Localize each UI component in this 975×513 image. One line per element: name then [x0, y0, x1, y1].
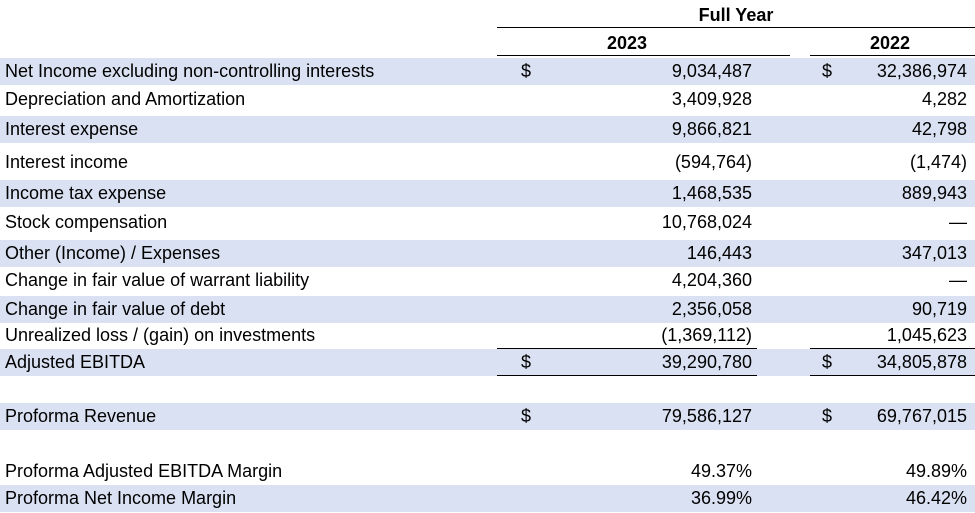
row-shading [0, 349, 975, 376]
row-label: Adjusted EBITDA [5, 352, 146, 372]
row-label: Proforma Net Income Margin [5, 488, 237, 508]
cell-value: 90,719 [911, 299, 967, 319]
total-rule [810, 348, 975, 349]
cell-value: 9,034,487 [671, 61, 752, 81]
currency-symbol: $ [521, 406, 532, 426]
cell-value: 46.42% [905, 488, 967, 508]
cell-value: 2,356,058 [671, 299, 752, 319]
cell-value: 9,866,821 [671, 119, 752, 139]
cell-value: — [949, 212, 967, 232]
currency-symbol: $ [822, 406, 833, 426]
cell-value: 49.37% [690, 461, 752, 481]
row-shading [0, 116, 975, 143]
row-shading [0, 403, 975, 430]
currency-symbol: $ [521, 61, 532, 81]
currency-symbol: $ [822, 352, 833, 372]
row-label: Net Income excluding non-controlling int… [5, 61, 375, 81]
row-label: Interest income [5, 152, 129, 172]
currency-symbol: $ [822, 61, 833, 81]
cell-value: 4,204,360 [671, 270, 752, 290]
cell-value: 79,586,127 [661, 406, 752, 426]
cell-value: 889,943 [901, 183, 967, 203]
cell-value: — [949, 270, 967, 290]
column-header: 2022 [869, 33, 911, 53]
cell-value: 10,768,024 [661, 212, 752, 232]
cell-value: 39,290,780 [661, 352, 752, 372]
cell-value: 69,767,015 [876, 406, 967, 426]
total-rule [810, 375, 975, 376]
total-rule [497, 348, 757, 349]
cell-value: (1,369,112) [661, 325, 752, 345]
row-label: Change in fair value of debt [5, 299, 226, 319]
currency-symbol: $ [521, 352, 532, 372]
row-label: Proforma Adjusted EBITDA Margin [5, 461, 283, 481]
row-label: Proforma Revenue [5, 406, 157, 426]
cell-value: 3,409,928 [671, 89, 752, 109]
row-shading [0, 180, 975, 207]
header-rule [497, 27, 975, 28]
cell-value: 36.99% [690, 488, 752, 508]
cell-value: 347,013 [901, 243, 967, 263]
cell-value: (594,764) [674, 152, 752, 172]
row-label: Unrealized loss / (gain) on investments [5, 325, 316, 345]
column-rule [810, 55, 975, 56]
cell-value: 34,805,878 [876, 352, 967, 372]
row-label: Change in fair value of warrant liabilit… [5, 270, 310, 290]
cell-value: (1,474) [909, 152, 967, 172]
cell-value: 1,468,535 [671, 183, 752, 203]
row-label: Interest expense [5, 119, 139, 139]
row-label: Stock compensation [5, 212, 168, 232]
row-shading [0, 485, 975, 512]
row-shading [0, 58, 975, 85]
cell-value: 32,386,974 [876, 61, 967, 81]
column-header: 2023 [606, 33, 648, 53]
row-label: Other (Income) / Expenses [5, 243, 221, 263]
cell-value: 1,045,623 [886, 325, 967, 345]
row-shading [0, 240, 975, 267]
row-label: Income tax expense [5, 183, 167, 203]
cell-value: 42,798 [911, 119, 967, 139]
cell-value: 4,282 [921, 89, 967, 109]
total-rule [497, 375, 757, 376]
row-label: Depreciation and Amortization [5, 89, 246, 109]
cell-value: 49.89% [905, 461, 967, 481]
cell-value: 146,443 [686, 243, 752, 263]
header-title: Full Year [698, 5, 774, 25]
column-rule [497, 55, 790, 56]
row-shading [0, 296, 975, 323]
